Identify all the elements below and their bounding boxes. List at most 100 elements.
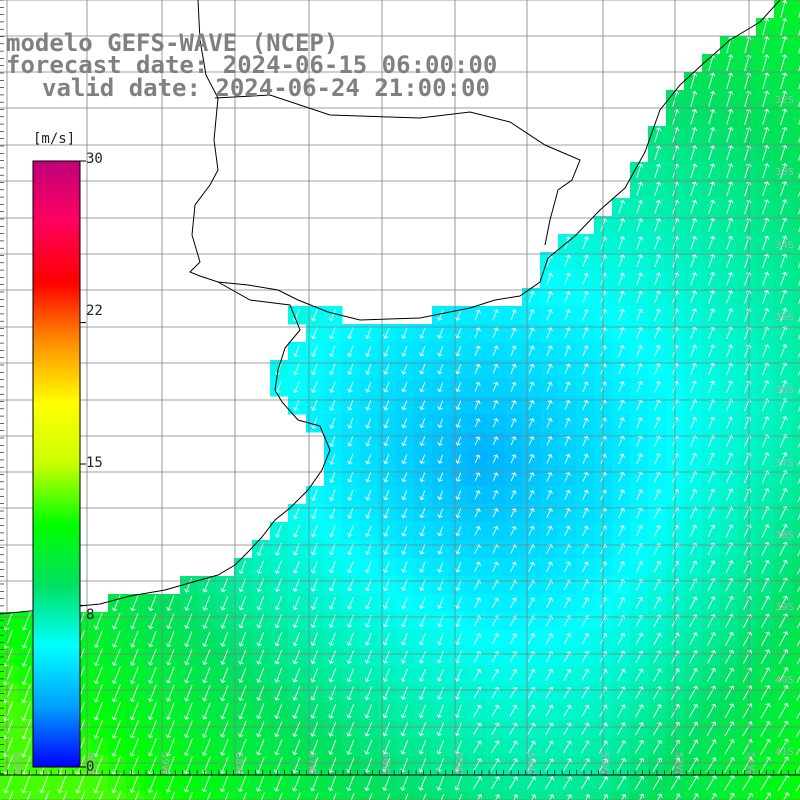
field-cell [792, 108, 800, 127]
wind-arrow [527, 704, 536, 717]
wind-arrow [382, 757, 391, 773]
wind-arrow [184, 667, 193, 684]
wind-arrow [634, 775, 645, 790]
wind-arrow [545, 633, 554, 645]
wind-arrow [779, 452, 788, 466]
wind-arrow [364, 739, 373, 755]
wind-arrow [690, 290, 698, 304]
wind-arrow [401, 508, 408, 519]
wind-arrow [436, 668, 444, 682]
wind-arrow [400, 668, 408, 682]
wind-arrow [708, 416, 716, 429]
field-cell [792, 360, 800, 379]
wind-arrow [564, 309, 571, 321]
field-cell [792, 540, 800, 559]
field-cell [792, 504, 800, 523]
field-cell [648, 792, 667, 800]
wind-arrow [292, 345, 300, 358]
wind-arrow [129, 720, 139, 739]
wind-arrow [274, 703, 283, 719]
wind-arrow [562, 776, 572, 790]
field-cell [270, 792, 289, 800]
wind-arrow [365, 327, 372, 339]
wind-arrow [365, 489, 372, 501]
wind-arrow [618, 254, 626, 268]
wind-arrow [778, 631, 789, 647]
wind-arrow [581, 668, 590, 681]
wind-arrow [546, 345, 553, 357]
field-cell [558, 792, 577, 800]
wind-arrow [654, 290, 662, 304]
wind-arrow [473, 740, 482, 754]
colorbar-tick-marks [80, 160, 86, 768]
wind-arrow [328, 757, 337, 774]
wind-arrow [510, 508, 517, 518]
wind-arrow [383, 543, 390, 555]
field-cell [234, 792, 253, 800]
wind-arrow [329, 327, 336, 340]
wind-arrow [797, 460, 800, 466]
wind-arrow [636, 453, 643, 465]
wind-arrow [724, 649, 735, 664]
wind-arrow [795, 783, 800, 792]
lon-label: 61W [11, 752, 22, 775]
wind-arrow [224, 792, 229, 800]
wind-arrow [310, 632, 318, 646]
wind-arrow [778, 667, 789, 683]
wind-arrow [635, 596, 644, 609]
wind-arrow [437, 490, 444, 501]
wind-arrow [329, 435, 336, 447]
wind-arrow [292, 739, 301, 756]
wind-arrow [618, 345, 625, 357]
wind-arrow [437, 309, 444, 321]
lon-label: 58W [233, 752, 244, 775]
wind-arrow [726, 127, 734, 143]
wind-arrow [798, 316, 800, 322]
wind-arrow [546, 435, 553, 446]
wind-arrow [797, 442, 800, 448]
field-cell [72, 792, 91, 800]
lon-label: 55W [453, 752, 464, 775]
wind-arrow [546, 525, 553, 536]
wind-arrow [724, 703, 735, 719]
wind-arrow [183, 702, 193, 720]
wind-arrow [798, 298, 800, 304]
wind-arrow [635, 650, 644, 664]
wind-arrow [311, 507, 318, 520]
wind-arrow [473, 668, 482, 681]
wind-arrow [528, 399, 535, 410]
wind-arrow [780, 0, 788, 18]
wind-arrow [564, 417, 571, 428]
wind-arrow [688, 703, 699, 718]
wind-arrow [419, 345, 426, 357]
wind-arrow [436, 740, 445, 755]
wind-arrow [492, 327, 499, 339]
field-cell [18, 792, 37, 800]
wind-arrow [654, 181, 662, 196]
wind-arrow [492, 490, 499, 500]
wind-arrow [652, 739, 663, 754]
wind-arrow [635, 668, 644, 682]
wind-arrow [129, 737, 139, 757]
wind-arrow [455, 327, 462, 339]
field-cell [108, 792, 127, 800]
wind-arrow [563, 740, 572, 754]
wind-arrow [419, 436, 426, 447]
wind-arrow [165, 738, 175, 757]
field-cell [792, 198, 800, 217]
wind-arrow [654, 489, 662, 501]
wind-arrow [401, 561, 408, 573]
wind-arrow [762, 181, 770, 197]
wind-arrow [436, 704, 444, 718]
wind-arrow [328, 650, 336, 665]
wind-arrow [581, 633, 590, 645]
wind-arrow [382, 739, 391, 755]
wind-arrow [112, 595, 121, 612]
wind-arrow [797, 585, 800, 593]
wind-arrow [183, 720, 193, 738]
wind-arrow [437, 400, 444, 411]
wind-arrow [618, 326, 625, 339]
forecast-date: forecast date: 2024-06-15 06:00:00 [6, 51, 498, 79]
wind-arrow [347, 363, 354, 375]
wind-arrow [401, 436, 408, 447]
